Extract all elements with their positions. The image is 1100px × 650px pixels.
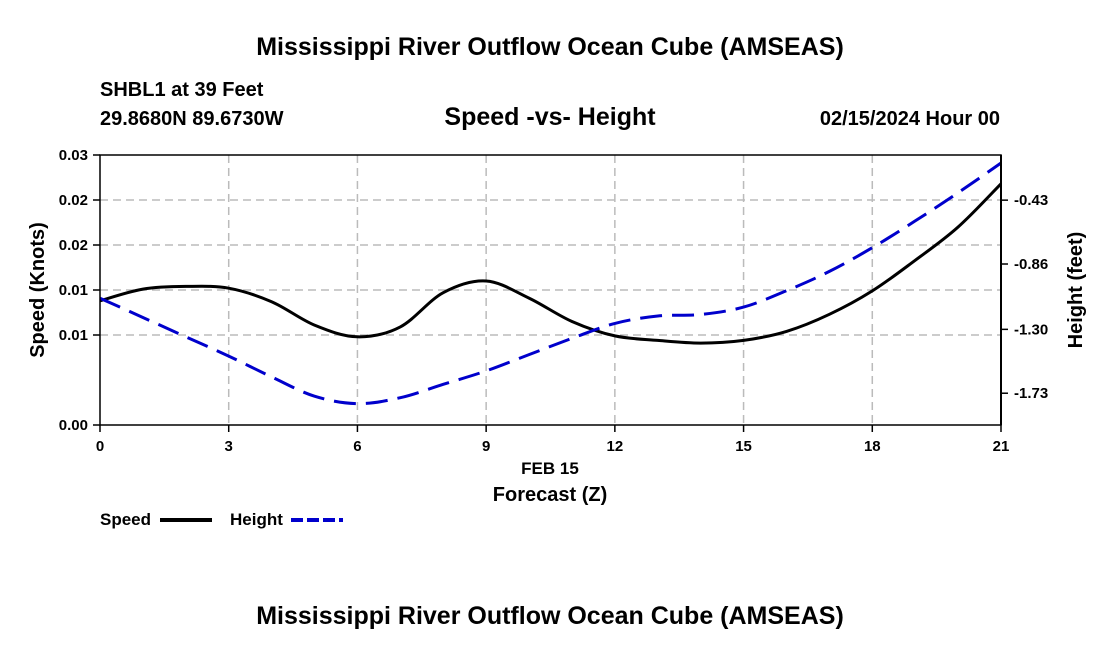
x-tick-label: 18 <box>864 438 881 455</box>
x-tick-label: 21 <box>993 438 1010 455</box>
y-tick-label: 0.02 <box>59 192 88 209</box>
x-axis-ticks: 0 3 6 9 12 15 18 21 <box>96 425 1010 455</box>
x-tick-label: 15 <box>735 438 752 455</box>
main-title: Mississippi River Outflow Ocean Cube (AM… <box>256 33 844 61</box>
y-axis-ticks: 0.00 0.01 0.01 0.02 0.02 0.03 <box>59 147 100 434</box>
x-tick-label: 0 <box>96 438 104 455</box>
y-tick-label: 0.01 <box>59 327 88 344</box>
y2-axis-label: Height (feet) <box>1065 232 1087 349</box>
y2-tick-label: -0.43 <box>1014 192 1048 209</box>
footer-title: Mississippi River Outflow Ocean Cube (AM… <box>256 602 844 630</box>
legend-speed-label: Speed <box>100 510 151 529</box>
y2-axis-ticks: -1.73 -1.30 -0.86 -0.43 <box>1001 192 1048 402</box>
station-label: SHBL1 at 39 Feet <box>100 79 264 101</box>
y-tick-label: 0.01 <box>59 282 88 299</box>
chart-title: Speed -vs- Height <box>444 103 656 131</box>
y2-tick-label: -1.73 <box>1014 385 1048 402</box>
forecast-date-label: 02/15/2024 Hour 00 <box>820 108 1000 130</box>
x-tick-label: 6 <box>353 438 361 455</box>
x-tick-label: 12 <box>607 438 624 455</box>
legend: Speed Height <box>100 510 343 529</box>
x-tick-label: 9 <box>482 438 490 455</box>
y-tick-label: 0.02 <box>59 237 88 254</box>
series-speed-line <box>99 182 1003 345</box>
x-date-label: FEB 15 <box>521 459 579 478</box>
x-axis-label: Forecast (Z) <box>493 484 607 506</box>
legend-height-label: Height <box>230 510 283 529</box>
series-lines <box>99 161 1003 406</box>
series-height-line <box>99 161 1002 406</box>
coordinates-label: 29.8680N 89.6730W <box>100 108 284 130</box>
y2-tick-label: -1.30 <box>1014 321 1048 338</box>
y-tick-label: 0.00 <box>59 417 88 434</box>
x-tick-label: 3 <box>225 438 233 455</box>
y2-tick-label: -0.86 <box>1014 256 1048 273</box>
y-axis-label: Speed (Knots) <box>27 222 49 358</box>
y-tick-label: 0.03 <box>59 147 88 164</box>
